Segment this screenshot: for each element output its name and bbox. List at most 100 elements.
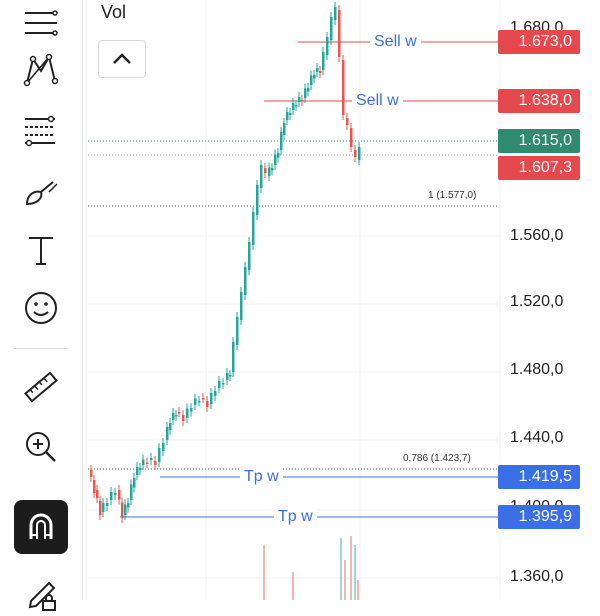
candle-body (130, 484, 133, 500)
candle-body (146, 462, 149, 464)
sell-line-label[interactable]: Sell w (352, 92, 403, 110)
candle-body (139, 468, 142, 470)
zoom-in-icon (26, 432, 56, 462)
volume-bar (292, 572, 294, 600)
candle-body (322, 52, 325, 70)
candle-body (178, 412, 181, 414)
candle-body (136, 467, 139, 475)
candle-body (222, 383, 225, 385)
emoji-icon (25, 292, 57, 324)
candle-body (280, 132, 283, 150)
price-axis-label: 1.520,0 (510, 293, 564, 310)
candle-body (150, 458, 153, 460)
candle-body (252, 212, 255, 245)
candle-body (274, 154, 277, 165)
sell-price-tag[interactable]: 1.638,0 (498, 89, 580, 113)
candle-body (334, 7, 337, 20)
candle-body (214, 391, 217, 396)
candle-body (330, 17, 333, 40)
pattern-tool[interactable] (16, 44, 66, 94)
candle-body (186, 408, 189, 418)
sell-line-label[interactable]: Sell w (370, 33, 421, 51)
price-axis-label: 1.560,0 (510, 227, 564, 244)
zoom-in-tool[interactable] (16, 422, 66, 472)
sell-price-tag[interactable]: 1.673,0 (498, 30, 580, 54)
candle-body (169, 423, 172, 430)
take-profit-price-tag[interactable]: 1.419,5 (498, 465, 580, 489)
candle-body (350, 128, 353, 147)
drawing-toolbar (0, 0, 83, 611)
candle-body (358, 147, 361, 160)
collapse-indicator-button[interactable] (98, 40, 146, 78)
emoji-tool[interactable] (16, 283, 66, 333)
candle-body (292, 103, 295, 110)
magnet-tool[interactable] (14, 500, 68, 554)
candle-body (99, 501, 102, 515)
price-chart[interactable] (0, 0, 600, 600)
candle-body (194, 398, 197, 405)
brush-tool[interactable] (16, 165, 66, 215)
tp-line-label[interactable]: Tp w (240, 468, 283, 486)
fibonacci-icon (25, 115, 55, 147)
tp-line-label[interactable]: Tp w (274, 508, 317, 526)
candle-body (182, 415, 185, 421)
horizontal-lines-icon (25, 10, 58, 36)
candle-body (319, 71, 322, 73)
volume-indicator-label: Vol (101, 2, 127, 22)
volume-bar (354, 545, 356, 600)
candle-body (114, 493, 117, 495)
candle-body (218, 381, 221, 388)
candle-body (310, 75, 313, 85)
toolbar-divider (14, 348, 68, 349)
take-profit-price-tag[interactable]: 1.395,9 (498, 505, 580, 529)
fib-level-label: 1 (1.577,0) (428, 190, 477, 201)
text-tool[interactable] (16, 225, 66, 275)
candle-body (175, 415, 178, 417)
candle-body (277, 153, 280, 158)
candle-body (236, 317, 239, 345)
candle-body (301, 100, 304, 102)
candle-body (229, 375, 232, 377)
chevron-up-icon (113, 53, 131, 64)
candle-body (289, 113, 292, 115)
candle-body (102, 503, 105, 512)
candle-body (118, 490, 121, 500)
ruler-tool[interactable] (16, 362, 66, 412)
volume-bar (263, 545, 265, 600)
pattern-icon (23, 53, 59, 87)
candle-body (326, 37, 329, 55)
brush-icon (25, 181, 58, 206)
candle-body (210, 393, 213, 404)
candle-body (124, 504, 127, 515)
candle-body (90, 470, 93, 477)
candle-body (226, 373, 229, 380)
candle-body (142, 459, 145, 465)
price-axis-label: 1.480,0 (510, 361, 564, 378)
text-icon (29, 237, 53, 265)
candle-body (154, 461, 157, 465)
candle-body (121, 502, 124, 518)
candle-body (260, 165, 263, 188)
horizontal-lines-tool[interactable] (16, 0, 66, 50)
candle-body (268, 167, 271, 176)
candle-body (338, 10, 341, 57)
candle-body (248, 242, 251, 270)
ruler-icon (24, 371, 58, 403)
candle-body (158, 448, 161, 462)
candle-body (202, 398, 205, 400)
candle-body (198, 401, 201, 403)
fibonacci-tool[interactable] (16, 106, 66, 156)
fib-level-label: 0,786 (1.423,7) (403, 453, 471, 464)
candle-body (162, 443, 165, 451)
candle-body (313, 75, 316, 79)
price-axis-label: 1.440,0 (510, 429, 564, 446)
candle-body (256, 185, 259, 215)
candle-body (316, 68, 319, 72)
candle-body (354, 150, 357, 157)
candle-body (206, 401, 209, 407)
candle-body (110, 492, 113, 500)
price-axis-label: 1.360,0 (510, 568, 564, 585)
candle-body (295, 105, 298, 107)
volume-bar (340, 538, 342, 600)
candle-body (271, 168, 274, 171)
